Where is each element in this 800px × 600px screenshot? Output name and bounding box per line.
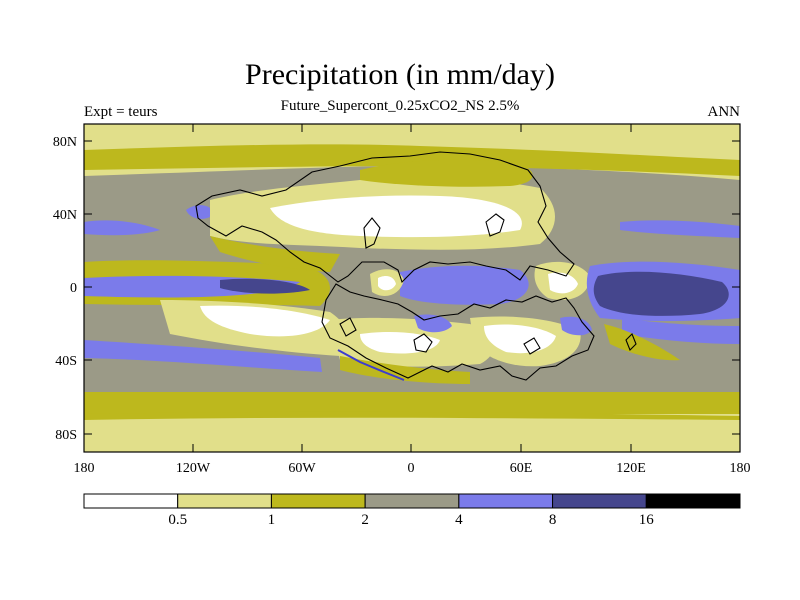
sh-land-white-east bbox=[484, 324, 556, 354]
lon-tick-label: 120W bbox=[176, 461, 211, 476]
blue-ne bbox=[620, 220, 740, 238]
colorbar-label: 2 bbox=[361, 512, 369, 528]
colorbar-label: 16 bbox=[639, 512, 655, 528]
season-label: ANN bbox=[707, 104, 741, 120]
band-south-edge bbox=[84, 411, 740, 420]
sh-land-blue bbox=[414, 314, 452, 333]
warm-pool-core bbox=[593, 271, 729, 316]
colorbar-swatch bbox=[645, 493, 741, 509]
coast-lake-1 bbox=[339, 317, 357, 337]
plot-frame bbox=[83, 123, 741, 453]
lat-tick-label: 40N bbox=[53, 208, 77, 223]
lon-tick-label: 180 bbox=[74, 461, 95, 476]
coast-inlet-1 bbox=[363, 217, 381, 249]
colorbar-swatch bbox=[552, 493, 647, 509]
lon-tick-label: 60E bbox=[510, 461, 533, 476]
lat-tick-label: 80S bbox=[55, 428, 77, 443]
colorbar-label: 8 bbox=[549, 512, 557, 528]
itcz-core-west bbox=[220, 278, 310, 294]
colorbar-label: 1 bbox=[268, 512, 276, 528]
lat-tick-label: 0 bbox=[70, 281, 77, 296]
band-north-olive bbox=[84, 144, 740, 176]
coast-north-continent bbox=[195, 151, 575, 284]
lon-tick-label: 60W bbox=[288, 461, 316, 476]
eq-land-blue bbox=[400, 265, 529, 305]
sh-land-blue-east bbox=[560, 316, 592, 336]
lat-tick-label: 40S bbox=[55, 354, 77, 369]
band-south-light bbox=[84, 414, 740, 452]
sh-ocean-white bbox=[200, 305, 330, 337]
colorbar-label: 4 bbox=[455, 512, 463, 528]
coast-south-continent bbox=[321, 283, 595, 381]
sh-south-olive bbox=[340, 356, 470, 384]
band-north-polar bbox=[84, 124, 740, 134]
colorbar: 0.5 1 2 4 8 16 bbox=[83, 493, 741, 528]
nh-desert bbox=[270, 195, 522, 238]
eq-land-white-1 bbox=[378, 276, 396, 291]
coastlines bbox=[195, 151, 637, 381]
lat-tick-label: 80N bbox=[53, 135, 77, 150]
blue-south-storm bbox=[84, 340, 322, 372]
lon-tick-label: 0 bbox=[408, 461, 415, 476]
colorbar-label: 0.5 bbox=[168, 512, 187, 528]
warm-pool-south bbox=[622, 318, 740, 344]
colorbar-swatch bbox=[364, 493, 460, 509]
map-title: Precipitation (in mm/day) bbox=[245, 58, 555, 91]
colorbar-swatch bbox=[83, 493, 179, 509]
blue-land-nw bbox=[186, 205, 214, 219]
colorbar-swatch bbox=[458, 493, 554, 509]
coast-inlet-2 bbox=[485, 213, 505, 237]
lon-tick-label: 120E bbox=[616, 461, 646, 476]
map-subtitle: Future_Supercont_0.25xCO2_NS 2.5% bbox=[280, 98, 520, 114]
experiment-label: Expt = teurs bbox=[84, 104, 158, 120]
nh-north-olive bbox=[360, 159, 533, 187]
colorbar-swatch bbox=[177, 493, 272, 509]
blue-nw bbox=[84, 220, 160, 236]
lon-tick-label: 180 bbox=[730, 461, 751, 476]
latitude-axis: 80N 40N 0 40S 80S bbox=[53, 135, 740, 443]
sh-land-white bbox=[360, 332, 440, 354]
coast-lake-3 bbox=[523, 337, 541, 355]
colorbar-swatch bbox=[270, 493, 366, 509]
precip-field bbox=[84, 124, 740, 452]
blue-coast-edge bbox=[337, 349, 405, 381]
band-south-olive bbox=[84, 392, 740, 414]
longitude-axis: 180 120W 60W 0 60E 120E 180 bbox=[74, 124, 751, 476]
coast-lake-2 bbox=[413, 333, 433, 353]
eq-land-white-2 bbox=[548, 272, 578, 294]
coast-island bbox=[625, 333, 637, 351]
south-olive-east bbox=[604, 324, 680, 361]
